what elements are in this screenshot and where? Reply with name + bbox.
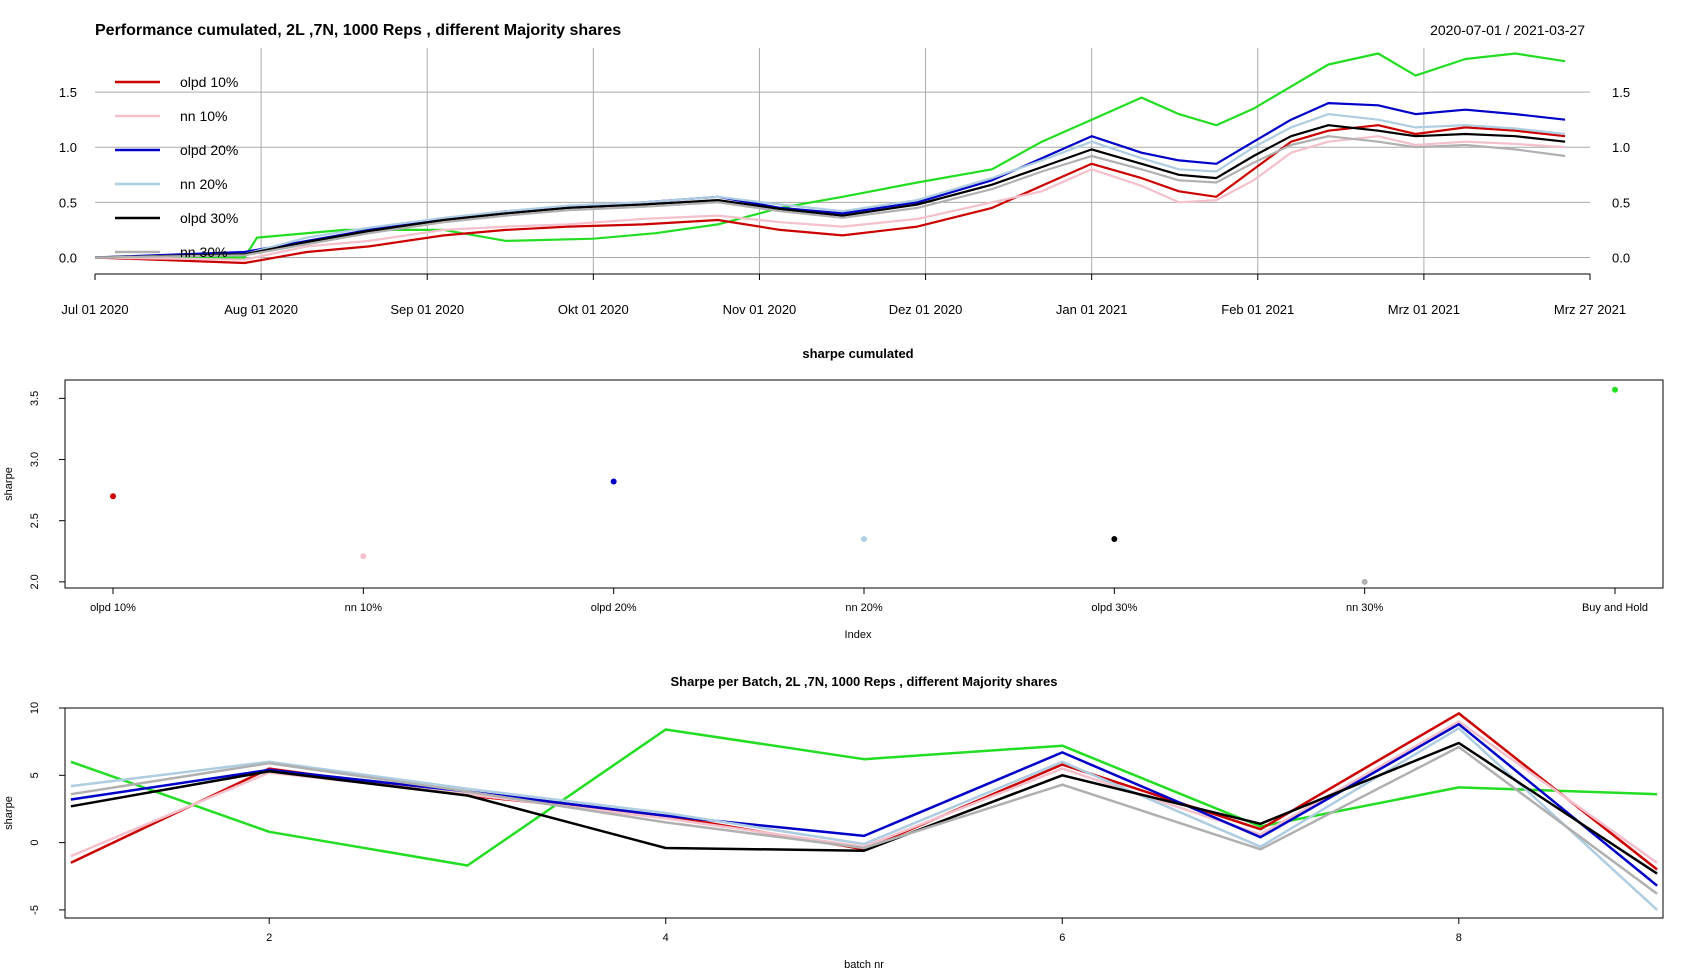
y-tick-label-left: 1.0 [59, 140, 77, 155]
performance-x-ticks: Jul 01 2020 Aug 01 2020 Sep 01 2020 Okt 01 … [61, 274, 1626, 317]
legend-label-nn-30: nn 30% [180, 244, 227, 260]
x-tick-label: Sep 01 2020 [390, 302, 464, 317]
y-tick-label: 2.0 [29, 574, 41, 589]
series-line-buy-and-hold-green-unlabeled [95, 52, 1566, 259]
x-tick-label: Aug 01 2020 [224, 302, 298, 317]
x-tick-label: 4 [663, 932, 669, 944]
x-tick-label: Nov 01 2020 [723, 302, 797, 317]
sharpe-cumulated-xlabel: Index [845, 629, 872, 641]
y-tick-label-right: 1.5 [1612, 85, 1630, 100]
legend-label-nn-20: nn 20% [180, 176, 227, 192]
performance-grid [95, 48, 1590, 274]
x-tick-label-nn-10: nn 10% [345, 602, 383, 614]
legend-label-olpd-10: olpd 10% [180, 74, 238, 90]
series-line-nn-30 [94, 135, 1566, 259]
sharpe-batch-frame [64, 707, 1664, 919]
sharpe-cumulated-panel: sharpe cumulated 2.0 2.5 3.0 3.5 olpd 10% nn… [3, 346, 1664, 641]
x-tick-label: Dez 01 2020 [889, 302, 963, 317]
x-tick-label: Mrz 01 2021 [1388, 302, 1460, 317]
batch-line-nn-10 [70, 720, 1658, 864]
sharpe-point-nn-30 [1361, 578, 1368, 585]
performance-panel: Performance cumulated, 2L ,7N, 1000 Reps… [59, 22, 1630, 317]
sharpe-point-nn-10 [360, 553, 367, 560]
performance-series [94, 52, 1566, 265]
x-tick-label: Feb 01 2021 [1221, 302, 1294, 317]
sharpe-batch-y-ticks: -5 0 5 10 [29, 702, 65, 915]
sharpe-point-olpd-30 [1111, 536, 1118, 543]
y-tick-label-left: 0.5 [59, 195, 77, 210]
batch-line-nn-30 [70, 745, 1658, 895]
x-tick-label-olpd-20: olpd 20% [591, 602, 637, 614]
performance-title: Performance cumulated, 2L ,7N, 1000 Reps… [95, 22, 621, 39]
x-tick-label: 6 [1059, 932, 1065, 944]
x-tick-label-olpd-10: olpd 10% [90, 602, 136, 614]
y-tick-label: 3.5 [29, 391, 41, 406]
x-tick-label-olpd-30: olpd 30% [1091, 602, 1137, 614]
x-tick-label: Okt 01 2020 [558, 302, 629, 317]
x-tick-label: Jul 01 2020 [61, 302, 128, 317]
x-tick-label-buy-and-hold: Buy and Hold [1582, 602, 1648, 614]
x-tick-label-nn-20: nn 20% [845, 602, 883, 614]
y-tick-label-left: 1.5 [59, 85, 77, 100]
y-tick-label-right: 0.5 [1612, 195, 1630, 210]
legend: olpd 10% nn 10% olpd 20% nn 20% olpd 30% nn 3… [115, 74, 238, 260]
sharpe-cumulated-title: sharpe cumulated [802, 346, 913, 361]
y-tick-label: 0 [29, 840, 41, 846]
sharpe-cumulated-y-ticks: 2.0 2.5 3.0 3.5 [29, 391, 65, 590]
x-tick-label-nn-30: nn 30% [1346, 602, 1384, 614]
legend-label-olpd-30: olpd 30% [180, 210, 238, 226]
y-tick-label: 10 [29, 702, 41, 714]
performance-y-ticks: 0.0 0.0 0.5 0.5 1.0 1.0 1.5 1.5 [59, 85, 1630, 265]
sharpe-point-nn-20 [861, 536, 867, 543]
series-line-nn-20 [94, 112, 1566, 259]
sharpe-cumulated-x-ticks: olpd 10% nn 10% olpd 20% nn 20% olpd 30% nn 3… [90, 588, 1648, 614]
sharpe-point-olpd-20 [610, 478, 617, 485]
batch-line-nn-20 [70, 726, 1658, 911]
sharpe-point-olpd-10 [110, 493, 116, 500]
sharpe-batch-ylabel: sharpe [3, 796, 15, 830]
sharpe-batch-panel: Sharpe per Batch, 2L ,7N, 1000 Reps , di… [3, 674, 1664, 971]
sharpe-cumulated-points [110, 386, 1618, 585]
y-tick-label: 2.5 [29, 513, 41, 528]
legend-label-olpd-20: olpd 20% [180, 142, 238, 158]
y-tick-label: 5 [29, 772, 41, 778]
batch-line-olpd-30 [70, 741, 1658, 875]
sharpe-cumulated-ylabel: sharpe [3, 467, 15, 501]
batch-line-olpd-20 [70, 722, 1658, 887]
y-tick-label-right: 0.0 [1612, 250, 1630, 265]
sharpe-batch-xlabel: batch nr [844, 959, 884, 971]
y-tick-label-right: 1.0 [1612, 140, 1630, 155]
x-tick-label: 8 [1456, 932, 1462, 944]
sharpe-batch-x-ticks: 2 4 6 8 [266, 918, 1462, 944]
y-tick-label: 3.0 [29, 452, 41, 467]
date-range: 2020-07-01 / 2021-03-27 [1430, 22, 1585, 38]
sharpe-batch-title: Sharpe per Batch, 2L ,7N, 1000 Reps , di… [670, 674, 1057, 689]
x-tick-label: Mrz 27 2021 [1554, 302, 1626, 317]
series-line-nn-10 [94, 135, 1566, 261]
series-line-olpd-30 [94, 124, 1566, 259]
sharpe-point-buy-and-hold [1612, 386, 1618, 393]
x-tick-label: 2 [266, 932, 272, 944]
x-tick-label: Jan 01 2021 [1056, 302, 1128, 317]
y-tick-label-left: 0.0 [59, 250, 77, 265]
legend-label-nn-10: nn 10% [180, 108, 227, 124]
batch-line-buy-and-hold [70, 728, 1658, 867]
y-tick-label: -5 [29, 905, 41, 915]
sharpe-batch-series [70, 712, 1658, 911]
sharpe-cumulated-frame [64, 379, 1664, 589]
